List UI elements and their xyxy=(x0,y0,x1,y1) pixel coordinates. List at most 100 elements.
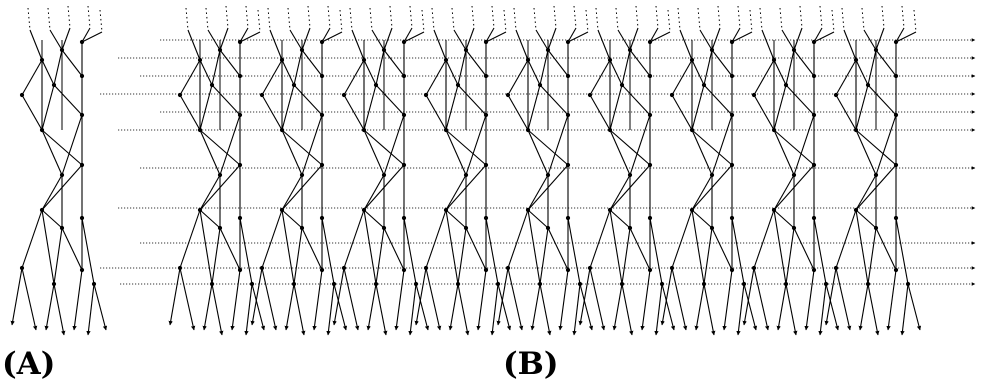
strand-edge xyxy=(539,49,549,86)
bottom-strand xyxy=(333,283,348,331)
strand-edge xyxy=(199,59,213,86)
strand-edge xyxy=(867,227,877,285)
node-dot xyxy=(177,92,183,98)
strand-edge xyxy=(21,59,43,96)
node-dot xyxy=(701,82,707,88)
top-strand xyxy=(301,27,311,51)
strand-edge xyxy=(711,49,733,77)
top-strand xyxy=(617,29,631,51)
node-dot xyxy=(361,127,367,133)
bottom-strand xyxy=(179,267,196,331)
strand-edge xyxy=(219,227,241,271)
bottom-strand xyxy=(736,283,745,336)
top-strand-dotted xyxy=(451,7,455,31)
strand-edge xyxy=(445,59,459,86)
node-dot xyxy=(627,172,633,178)
panel-b-diagram xyxy=(100,5,976,336)
node-dot xyxy=(401,39,407,45)
strand-edge xyxy=(649,217,663,285)
top-strand xyxy=(895,27,905,43)
strand-edge xyxy=(261,94,283,131)
node-dot xyxy=(607,57,613,63)
node-dot xyxy=(209,82,215,88)
node-dot xyxy=(751,92,757,98)
node-dot xyxy=(893,39,899,45)
strand-edge xyxy=(629,114,651,176)
strand-edge xyxy=(363,209,385,229)
bottom-strand xyxy=(579,283,594,331)
strand-edge xyxy=(301,49,323,77)
node-dot xyxy=(873,172,879,178)
node-dot xyxy=(79,215,85,221)
node-dot xyxy=(577,281,583,287)
strand-edge xyxy=(81,217,95,285)
strand-edge xyxy=(53,227,63,285)
top-strand xyxy=(761,29,775,61)
bottom-strand xyxy=(293,283,306,336)
node-dot xyxy=(811,162,817,168)
node-dot xyxy=(455,281,461,287)
top-strand-dotted xyxy=(655,5,659,29)
panel-b-label: (B) xyxy=(503,346,559,382)
strand-edge xyxy=(691,129,713,176)
strand-edge xyxy=(895,217,909,285)
strand-edge xyxy=(703,49,713,86)
node-dot xyxy=(537,82,543,88)
node-dot xyxy=(505,92,511,98)
strand-edge xyxy=(211,49,221,86)
node-dot xyxy=(853,57,859,63)
top-strand xyxy=(403,31,425,43)
node-dot xyxy=(823,281,829,287)
strand-edge xyxy=(261,209,283,269)
bottom-strand xyxy=(10,267,23,326)
strand-edge xyxy=(785,227,795,285)
node-dot xyxy=(39,57,45,63)
node-dot xyxy=(319,73,325,79)
node-dot xyxy=(741,281,747,287)
strand-edge xyxy=(711,114,733,176)
top-strand-dotted xyxy=(799,5,803,29)
top-strand xyxy=(29,29,43,61)
strand-edge xyxy=(671,94,693,131)
node-dot xyxy=(647,215,653,221)
node-dot xyxy=(669,265,675,271)
strand-edge xyxy=(609,129,651,166)
node-dot xyxy=(197,127,203,133)
strand-edge xyxy=(589,59,611,96)
strand-edge xyxy=(375,227,385,285)
bottom-strand xyxy=(425,267,442,331)
node-dot xyxy=(853,127,859,133)
bottom-strand xyxy=(230,269,241,331)
strand-edge xyxy=(41,129,83,166)
bottom-strand xyxy=(21,267,38,331)
node-dot xyxy=(619,281,625,287)
node-dot xyxy=(319,39,325,45)
node-dot xyxy=(217,172,223,178)
bottom-strand xyxy=(776,283,787,331)
node-dot xyxy=(689,127,695,133)
bottom-strand xyxy=(558,269,569,331)
node-dot xyxy=(565,73,571,79)
top-strand xyxy=(49,29,63,51)
top-strand xyxy=(269,29,283,61)
node-dot xyxy=(401,162,407,168)
node-dot xyxy=(525,57,531,63)
bottom-strand xyxy=(804,269,815,331)
strand-edge xyxy=(199,84,213,131)
top-strand-dotted xyxy=(913,9,917,33)
node-dot xyxy=(299,47,305,53)
strand-edge xyxy=(813,217,827,285)
top-strand xyxy=(515,29,529,61)
strand-edge xyxy=(703,84,733,116)
strand-edge xyxy=(875,114,897,176)
bottom-strand xyxy=(72,269,83,331)
node-dot xyxy=(865,281,871,287)
node-dot xyxy=(791,47,797,53)
node-dot xyxy=(59,225,65,231)
strand-edge xyxy=(281,59,295,86)
top-strand-dotted xyxy=(491,5,495,29)
top-strand xyxy=(813,31,835,43)
strand-edge xyxy=(465,49,487,77)
top-strand-dotted xyxy=(267,7,271,31)
strand-edge xyxy=(773,209,787,285)
